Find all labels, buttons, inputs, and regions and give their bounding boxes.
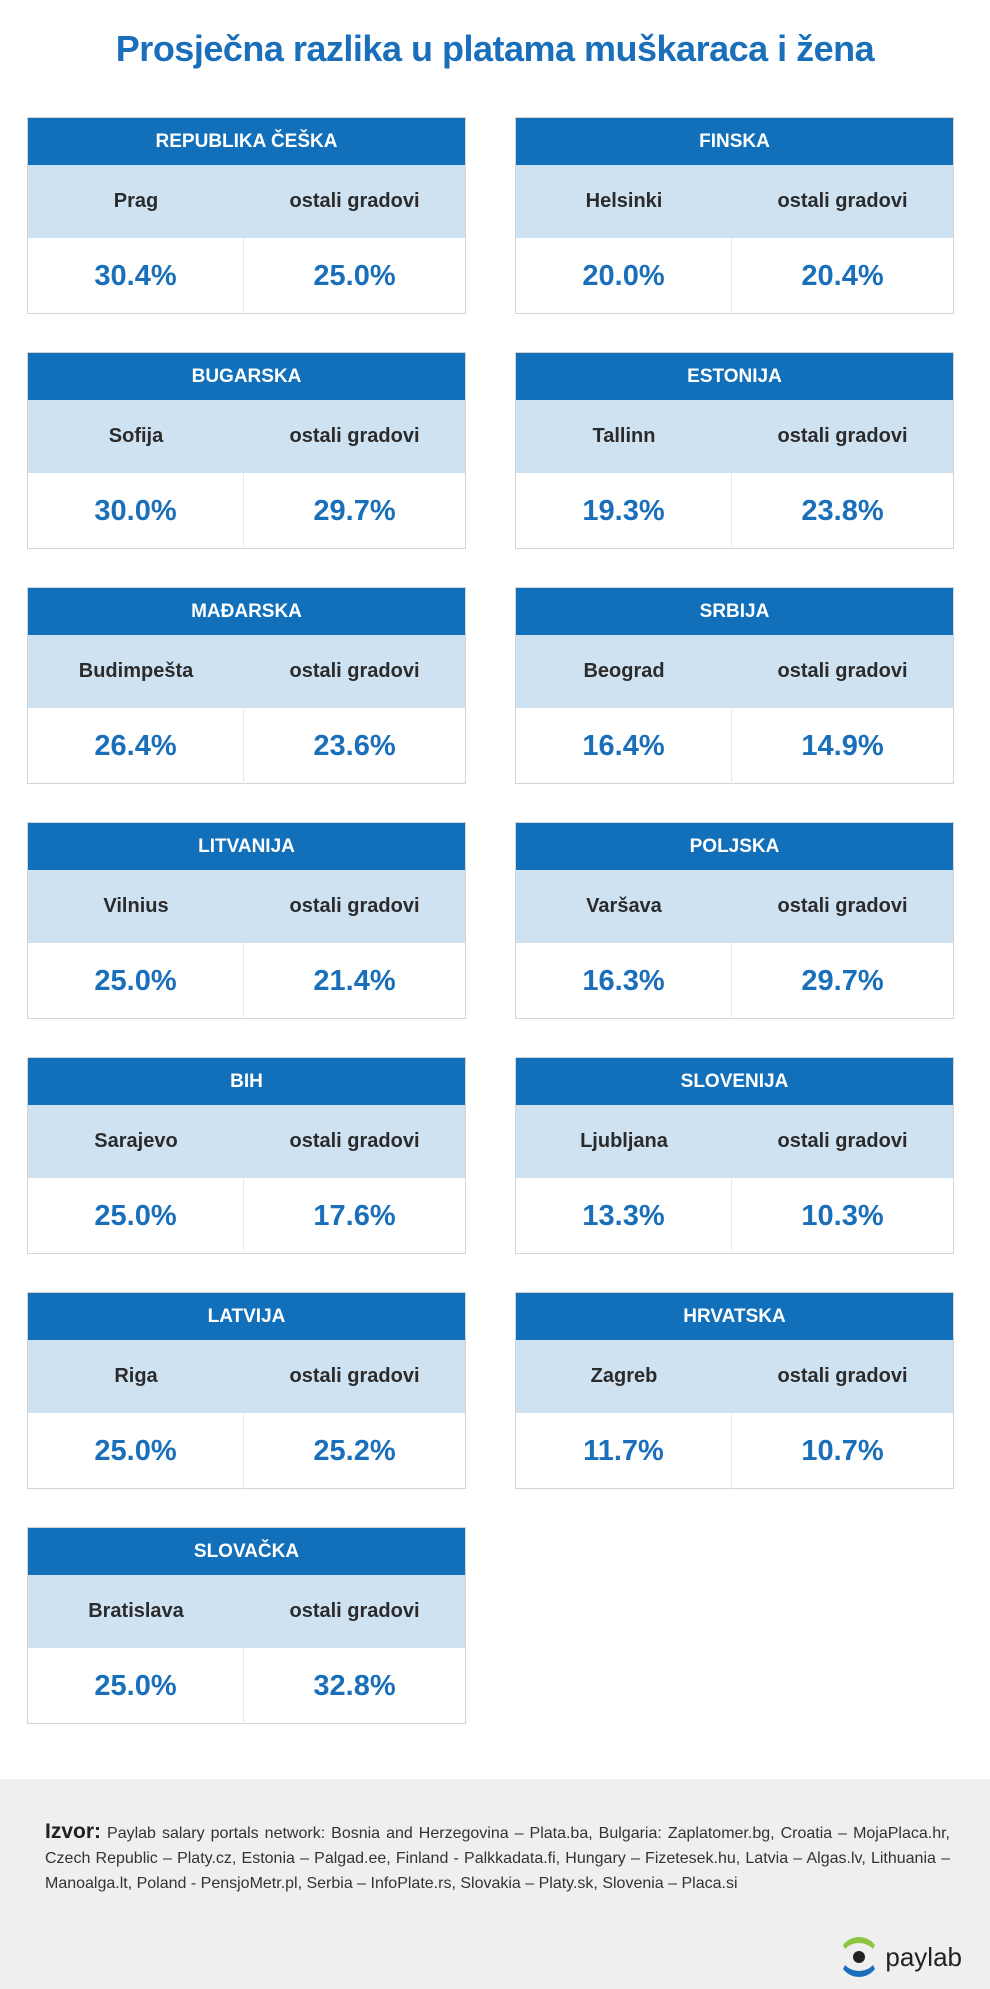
country-name: BUGARSKA — [28, 353, 465, 400]
capital-value: 25.0% — [28, 1413, 244, 1489]
country-card: POLJSKA Varšava ostali gradovi 16.3% 29.7% — [515, 822, 954, 1019]
capital-value: 30.0% — [28, 473, 244, 549]
country-card: BUGARSKA Sofija ostali gradovi 30.0% 29.7% — [27, 352, 466, 549]
country-name: SLOVENIJA — [516, 1058, 953, 1105]
other-cities-value: 25.2% — [313, 1434, 396, 1467]
other-cities-label: ostali gradovi — [777, 190, 908, 212]
capital-label: Prag — [113, 190, 159, 212]
capital-value: 25.0% — [28, 1648, 244, 1724]
capital-label: Beograd — [583, 660, 665, 682]
country-name: ESTONIJA — [516, 353, 953, 400]
other-cities-label: ostali gradovi — [289, 1365, 420, 1387]
country-name: POLJSKA — [516, 823, 953, 870]
capital-value: 20.0% — [516, 238, 732, 314]
paylab-logo: paylab — [839, 1937, 962, 1977]
other-cities-value: 23.6% — [313, 729, 396, 762]
country-card: SLOVAČKA Bratislava ostali gradovi 25.0% 3… — [27, 1527, 466, 1724]
other-cities-label: ostali gradovi — [777, 1130, 908, 1152]
capital-value: 30.4% — [28, 238, 244, 314]
country-name: MAĐARSKA — [28, 588, 465, 635]
other-cities-value: 20.4% — [801, 259, 884, 292]
source-text: Paylab salary portals network: Bosnia an… — [45, 1825, 951, 1892]
capital-label: Varšava — [586, 895, 662, 917]
capital-value: 13.3% — [516, 1178, 732, 1254]
capital-value: 25.0% — [28, 943, 244, 1019]
capital-value: 16.4% — [516, 708, 732, 784]
other-cities-label: ostali gradovi — [289, 895, 420, 917]
other-cities-value: 21.4% — [313, 964, 396, 997]
capital-label: Ljubljana — [580, 1130, 668, 1152]
other-cities-value: 10.3% — [801, 1199, 884, 1232]
other-cities-value: 29.7% — [801, 964, 884, 997]
capital-label: Tallinn — [592, 425, 656, 447]
other-cities-label: ostali gradovi — [777, 1365, 908, 1387]
capital-value: 26.4% — [28, 708, 244, 784]
country-name: BIH — [28, 1058, 465, 1105]
country-name: LATVIJA — [28, 1293, 465, 1340]
capital-label: Riga — [114, 1365, 158, 1387]
country-card: MAĐARSKA Budimpešta ostali gradovi 26.4% 2… — [27, 587, 466, 784]
country-name: SRBIJA — [516, 588, 953, 635]
source-label: Izvor: — [45, 1820, 102, 1843]
capital-label: Zagreb — [590, 1365, 658, 1387]
page-title: Prosječna razlika u platama muškaraca i … — [115, 28, 875, 69]
country-card: HRVATSKA Zagreb ostali gradovi 11.7% 10.7% — [515, 1292, 954, 1489]
source-note: Izvor: Paylab salary portals network: Bo… — [45, 1819, 950, 1896]
other-cities-label: ostali gradovi — [777, 425, 908, 447]
country-name: LITVANIJA — [28, 823, 465, 870]
country-card: REPUBLIKA ČEŠKA Prag ostali gradovi 30.4%… — [27, 117, 466, 314]
capital-label: Sarajevo — [94, 1130, 178, 1152]
other-cities-value: 32.8% — [313, 1669, 396, 1702]
capital-label: Sofija — [108, 425, 164, 447]
country-name: REPUBLIKA ČEŠKA — [28, 118, 465, 165]
other-cities-label: ostali gradovi — [289, 425, 420, 447]
country-card: LATVIJA Riga ostali gradovi 25.0% 25.2% — [27, 1292, 466, 1489]
other-cities-label: ostali gradovi — [777, 660, 908, 682]
capital-label: Bratislava — [88, 1600, 184, 1622]
capital-value: 25.0% — [28, 1178, 244, 1254]
country-card: FINSKA Helsinki ostali gradovi 20.0% 20.4% — [515, 117, 954, 314]
country-card: LITVANIJA Vilnius ostali gradovi 25.0% 21.… — [27, 822, 466, 1019]
footer: Izvor: Paylab salary portals network: Bo… — [0, 1779, 990, 1989]
country-card: SLOVENIJA Ljubljana ostali gradovi 13.3% 1… — [515, 1057, 954, 1254]
logo-text: paylab — [885, 1941, 962, 1972]
country-name: FINSKA — [516, 118, 953, 165]
country-card: BIH Sarajevo ostali gradovi 25.0% 17.6% — [27, 1057, 466, 1254]
other-cities-label: ostali gradovi — [289, 1130, 420, 1152]
other-cities-value: 29.7% — [313, 494, 396, 527]
other-cities-label: ostali gradovi — [289, 660, 420, 682]
capital-label: Vilnius — [103, 895, 169, 917]
capital-label: Budimpešta — [78, 660, 194, 682]
country-card: SRBIJA Beograd ostali gradovi 16.4% 14.9% — [515, 587, 954, 784]
other-cities-label: ostali gradovi — [777, 895, 908, 917]
eye-icon — [839, 1937, 880, 1977]
other-cities-value: 14.9% — [801, 729, 884, 762]
country-name: HRVATSKA — [516, 1293, 953, 1340]
capital-label: Helsinki — [585, 190, 663, 212]
other-cities-value: 25.0% — [313, 259, 396, 292]
capital-value: 19.3% — [516, 473, 732, 549]
country-name: SLOVAČKA — [28, 1528, 465, 1575]
capital-value: 11.7% — [516, 1413, 732, 1489]
other-cities-label: ostali gradovi — [289, 1600, 420, 1622]
capital-value: 16.3% — [516, 943, 732, 1019]
other-cities-value: 10.7% — [801, 1434, 884, 1467]
other-cities-value: 17.6% — [313, 1199, 396, 1232]
other-cities-value: 23.8% — [801, 494, 884, 527]
other-cities-label: ostali gradovi — [289, 190, 420, 212]
country-card: ESTONIJA Tallinn ostali gradovi 19.3% 23.8… — [515, 352, 954, 549]
